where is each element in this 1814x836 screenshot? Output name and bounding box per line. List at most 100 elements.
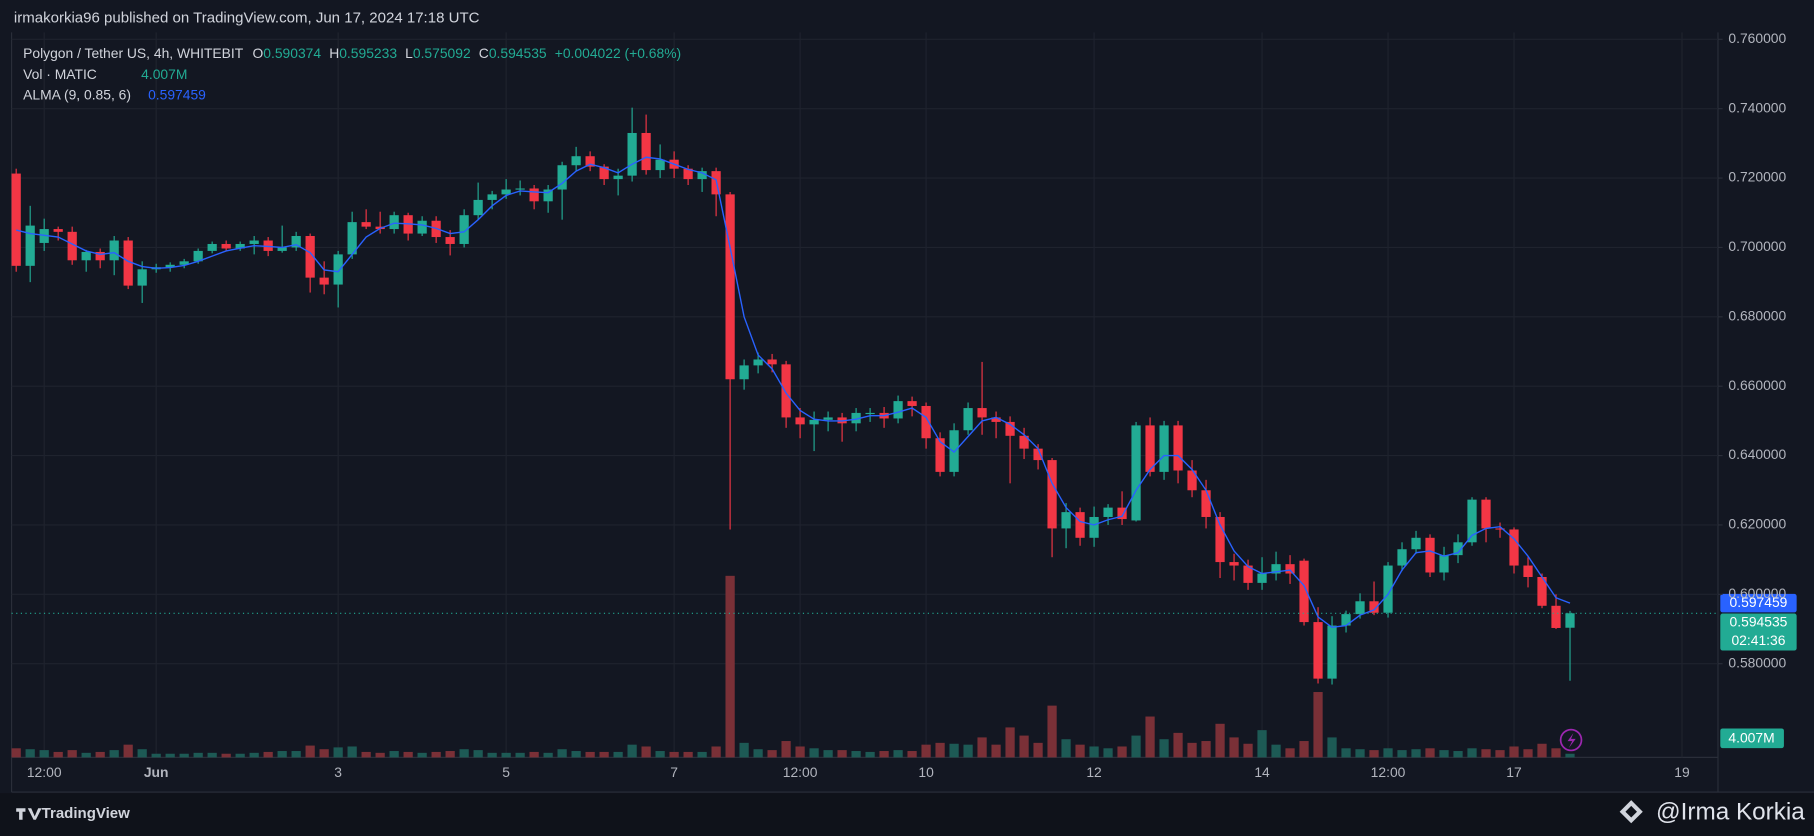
volume-bar (1537, 743, 1547, 758)
volume-bar (1551, 748, 1561, 758)
alert-bolt (1567, 733, 1576, 749)
volume-bar (991, 744, 1001, 758)
volume-bar (305, 745, 315, 758)
volume-bar (879, 751, 889, 758)
candle-body (1383, 565, 1393, 613)
candle-body (599, 166, 609, 180)
candle-body (1495, 528, 1505, 530)
volume-bar (221, 753, 231, 758)
candle-body (1257, 573, 1267, 583)
volume-bar (935, 742, 945, 758)
x-tick-label: 12 (1086, 764, 1102, 780)
candle-body (893, 401, 903, 419)
volume-bar (487, 752, 497, 758)
candle-body (193, 250, 203, 262)
last-price-tag (1720, 613, 1797, 651)
candle-body (627, 132, 637, 176)
volume-value: 4.007M (141, 66, 187, 82)
candle-body (543, 189, 553, 202)
volume-bar (711, 746, 721, 758)
volume-bar (627, 744, 637, 758)
volume-bar (193, 752, 203, 758)
candle-body (473, 199, 483, 216)
volume-bar (501, 752, 511, 758)
volume-name: Vol · MATIC (23, 66, 97, 82)
candle-body (795, 417, 805, 425)
x-tick-label: Jun (144, 764, 169, 780)
volume-bar (137, 749, 147, 758)
candle-body (1047, 460, 1057, 529)
ohlc-letter: C (479, 45, 489, 61)
brand: TradingView (42, 805, 131, 822)
candle-body (389, 215, 399, 230)
candle-body (137, 269, 147, 286)
candle-body (823, 417, 833, 420)
candle-body (1215, 516, 1225, 563)
candle-body (1243, 565, 1253, 583)
candle-body (865, 412, 875, 415)
volume-bar (893, 750, 903, 758)
candle-body (921, 405, 931, 439)
candle-body (1565, 613, 1575, 628)
volume-bar (263, 751, 273, 758)
candle-body (1341, 614, 1351, 626)
volume-bar (1257, 730, 1267, 758)
volume-bar (1523, 749, 1533, 758)
volume-bar (347, 746, 357, 758)
candle-body (1075, 512, 1085, 538)
y-tick-label: 0.620000 (1728, 516, 1786, 532)
volume-bar (655, 751, 665, 758)
candle-body (1159, 425, 1169, 472)
candle-body (1313, 622, 1323, 679)
volume-bar (641, 746, 651, 758)
ohlc-letter: O (252, 45, 263, 61)
ohlc-value: 0.594535 (489, 45, 547, 61)
candle-body (1299, 560, 1309, 623)
candle-body (739, 365, 749, 380)
candle-body (207, 243, 217, 251)
volume-bar (809, 748, 819, 758)
volume-bar (123, 744, 133, 758)
ohlc-letter: L (405, 45, 413, 61)
candle-body (53, 229, 63, 232)
alert-icon[interactable] (1559, 728, 1583, 752)
volume-bar (697, 751, 707, 758)
volume-bar (949, 743, 959, 758)
candle-body (1481, 499, 1491, 529)
volume-bar (1439, 750, 1449, 758)
candle-body (767, 359, 777, 365)
volume-bar (403, 751, 413, 758)
candle-body (1355, 601, 1365, 615)
volume-bar (1271, 744, 1281, 758)
volume-bar (543, 752, 553, 758)
volume-bar (1131, 735, 1141, 758)
candle-body (1103, 507, 1113, 517)
candle-body (1145, 425, 1155, 472)
volume-bar (53, 751, 63, 758)
candle-body (109, 240, 119, 261)
candle-body (697, 171, 707, 180)
volume-bar (1481, 749, 1491, 758)
volume-bar (921, 744, 931, 758)
volume-bar (599, 751, 609, 758)
alma-name: ALMA (9, 0.85, 6) (23, 87, 131, 103)
candle-body (1411, 537, 1421, 550)
last-price-tag-label: 0.594535 (1730, 613, 1788, 629)
volume-bar (1341, 748, 1351, 758)
candle-body (501, 189, 511, 195)
x-tick-label: 10 (918, 764, 934, 780)
candle-body (557, 165, 567, 190)
candle-body (725, 194, 735, 380)
candle-body (305, 235, 315, 278)
volume-bar (1509, 746, 1519, 758)
candle-body (809, 419, 819, 425)
volume-bar (1103, 748, 1113, 758)
volume-tag-label: 4.007M (1728, 730, 1774, 746)
volume-bar (1411, 749, 1421, 758)
candle-body (165, 264, 175, 268)
candle-body (1117, 507, 1127, 520)
volume-bar (977, 737, 987, 758)
alma-price-tag (1720, 593, 1797, 613)
candle-body (1019, 435, 1029, 449)
volume-tag (1720, 728, 1784, 749)
